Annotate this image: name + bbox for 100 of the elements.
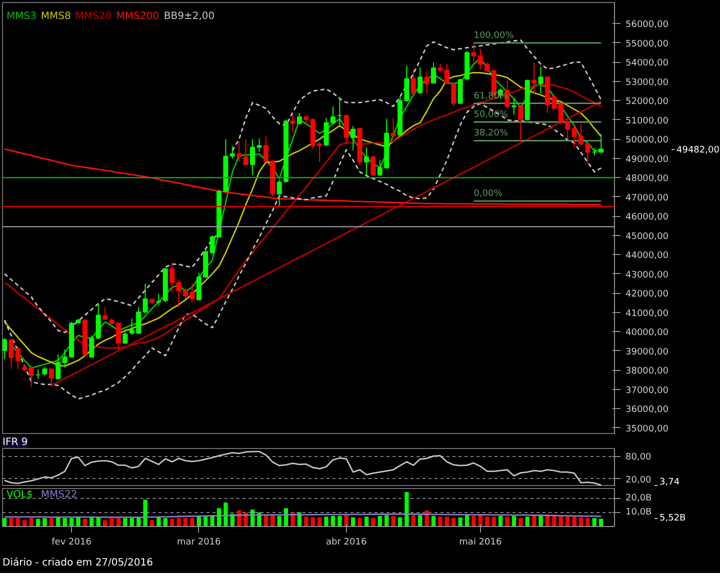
candlestick [404, 65, 410, 102]
bar [498, 516, 503, 526]
bar [163, 518, 168, 526]
candlestick [364, 146, 369, 176]
candlestick [431, 62, 436, 84]
series-label: 100,00% [474, 30, 514, 41]
text: Diário - criado em 27/05/2016 [2, 558, 153, 568]
bar [22, 520, 27, 526]
candlestick [410, 68, 416, 95]
candlestick [170, 262, 175, 293]
candlestick [15, 346, 20, 370]
y-tick-label: 56000,00 [626, 20, 669, 30]
bar [2, 518, 7, 526]
bar [418, 515, 422, 526]
candlestick [344, 114, 349, 144]
y-tick-label: 47000,00 [626, 193, 669, 204]
bar [143, 500, 148, 526]
y-tick-label: 53000,00 [626, 78, 669, 88]
candlestick [196, 272, 202, 302]
text: MMS20 [75, 11, 112, 22]
chart-title: IFR 9 [2, 437, 28, 448]
text: MMS8 [40, 11, 71, 22]
candlestick [444, 64, 450, 84]
candlestick [8, 338, 14, 370]
candlestick [532, 62, 537, 94]
series-label: 38,20% [474, 128, 508, 139]
x-tick-label: mai 2016 [459, 538, 502, 548]
bar [224, 502, 228, 526]
text: 3,74 [660, 477, 680, 488]
bar [452, 518, 456, 526]
candlestick [598, 134, 604, 154]
y-tick-label: 55000,00 [626, 39, 669, 50]
text: MMS200 [116, 11, 160, 22]
bar [371, 518, 376, 526]
bar [49, 518, 54, 526]
candlestick [89, 334, 94, 358]
bar [532, 516, 536, 526]
bar [110, 518, 114, 526]
bar [62, 518, 67, 526]
candlestick [230, 146, 235, 160]
bar [538, 515, 543, 526]
candlestick [290, 114, 296, 134]
bar [404, 492, 409, 526]
bar [384, 515, 389, 526]
bar [472, 516, 476, 526]
candlestick [511, 98, 516, 116]
candlestick [518, 104, 524, 142]
y-tick-label: 44000,00 [626, 251, 669, 262]
y-tick-label: 10,0B [626, 507, 652, 518]
candlestick [424, 72, 430, 94]
bar [330, 516, 336, 526]
text: BB9±2,00 [164, 11, 215, 22]
bar [505, 516, 510, 526]
bar [304, 516, 308, 526]
bar [257, 512, 262, 526]
candlestick [48, 368, 54, 387]
bar [204, 516, 208, 526]
candlestick [243, 138, 248, 166]
candlestick [458, 78, 463, 105]
candlestick [324, 117, 329, 146]
y-tick-label: 37000,00 [626, 386, 669, 396]
candlestick [28, 365, 34, 388]
series-label: 0,00% [474, 189, 503, 200]
bar [438, 516, 442, 526]
bar [150, 520, 154, 526]
line-series [4, 148, 602, 206]
bar [183, 518, 188, 526]
candlestick [451, 82, 456, 107]
y-tick-label: 52000,00 [626, 97, 669, 108]
bar [176, 518, 181, 526]
bar [358, 518, 362, 526]
bar [190, 518, 194, 526]
candlestick [62, 348, 68, 368]
text: MMS3 [6, 11, 36, 22]
series-label: 50,00% [474, 110, 508, 120]
bar [277, 516, 282, 526]
bar [444, 516, 449, 526]
bar [518, 518, 523, 526]
y-tick-label: 39000,00 [626, 347, 669, 358]
text: 5,52B [660, 514, 686, 524]
x-tick-label: mar 2016 [177, 538, 222, 548]
candlestick [418, 66, 423, 94]
candlestick [471, 42, 476, 63]
y-tick-label: 46000,00 [626, 212, 669, 223]
bar [378, 516, 382, 526]
series-label: VOL$ [6, 489, 33, 500]
y-tick-label: 20,00 [626, 475, 652, 486]
bar [485, 516, 490, 526]
bar [566, 516, 570, 526]
bar [264, 515, 268, 526]
y-tick-label: 36000,00 [626, 405, 669, 416]
candlestick [210, 234, 215, 254]
candlestick [585, 142, 590, 164]
y-tick-label: 41000,00 [626, 308, 669, 319]
candlestick [236, 140, 242, 162]
candlestick [390, 117, 396, 138]
y-tick-label: 80,00 [626, 452, 652, 463]
bar [572, 516, 576, 526]
candlestick [56, 354, 61, 380]
bar [492, 516, 496, 526]
